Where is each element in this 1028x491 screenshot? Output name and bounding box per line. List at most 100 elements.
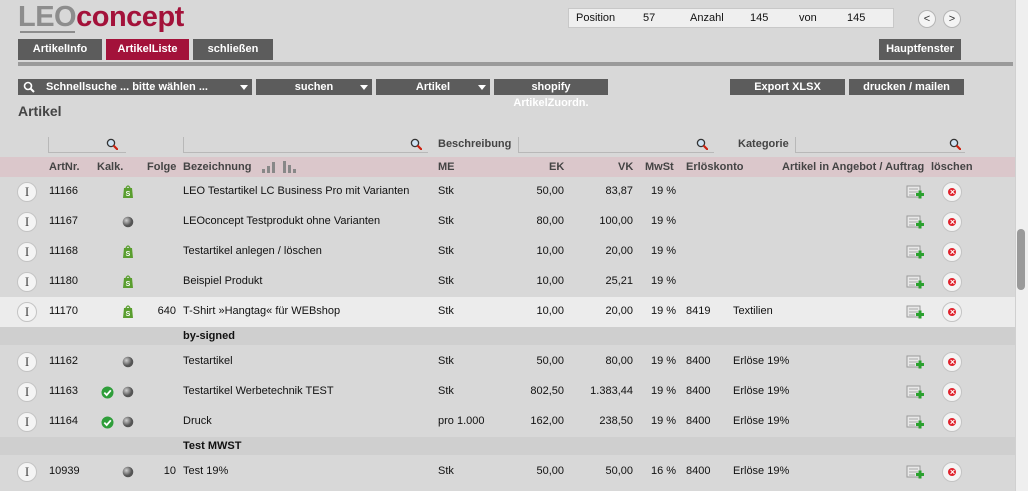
table-row[interactable]: I 11163 Testartikel Werbetechnik TEST Stk 80… (0, 377, 1015, 407)
filter-beschreibung-field[interactable] (518, 152, 714, 153)
col-vk[interactable]: VK (618, 161, 634, 173)
filter-artnr-field[interactable] (48, 152, 126, 153)
cell-me: Stk (438, 185, 454, 197)
cell-ek: 10,00 (536, 245, 564, 257)
col-mwst[interactable]: MwSt (645, 161, 674, 173)
col-artnr[interactable]: ArtNr. (49, 161, 80, 173)
table-header: ArtNr. Kalk. Folge Bezeichnung ME EK VK … (0, 157, 1015, 177)
filter-search-icon[interactable] (410, 138, 422, 150)
cell-kategorie: Erlöse 19% (733, 385, 790, 397)
add-to-offer-icon[interactable] (906, 184, 925, 200)
info-icon[interactable]: I (17, 272, 37, 292)
shopify-zuordnung-button[interactable]: shopify ArtikelZuordn. (494, 79, 608, 109)
svg-text:S: S (126, 251, 131, 258)
bar-chart-icon[interactable] (262, 161, 278, 173)
cell-artnr: 11162 (49, 355, 78, 367)
cell-erloeskonto: 8400 (686, 355, 711, 367)
info-icon[interactable]: I (17, 382, 37, 402)
tab-artikelinfo[interactable]: ArtikelInfo (18, 39, 102, 60)
cell-me: Stk (438, 305, 454, 317)
table-row[interactable]: I 11180 S Beispiel Produkt Stk 10,00 25,21 19 %… (0, 267, 1015, 297)
table-row[interactable]: I 10939 10 Test 19% Stk 50,00 50,00 16 % 8400 Erl… (0, 457, 1015, 487)
cell-erloeskonto: 8400 (686, 465, 711, 477)
svg-text:S: S (126, 191, 131, 198)
table-row[interactable]: I 11167 LEOconcept Testprodukt ohne Varian… (0, 207, 1015, 237)
add-to-offer-icon[interactable] (906, 414, 925, 430)
table-row[interactable]: I 11168 S Testartikel anlegen / löschen Stk 1… (0, 237, 1015, 267)
delete-icon[interactable]: × (942, 352, 962, 372)
cell-ek: 10,00 (536, 275, 564, 287)
info-icon[interactable]: I (17, 302, 37, 322)
quicksearch-select[interactable]: Schnellsuche ... bitte wählen ... (18, 79, 252, 95)
add-to-offer-icon[interactable] (906, 464, 925, 480)
cell-ek: 80,00 (536, 215, 564, 227)
export-xlsx-button[interactable]: Export XLSX (730, 79, 845, 95)
table-row[interactable]: I 11164 Druck pro 1.000 162,00 238,50 19 % 8400… (0, 407, 1015, 437)
delete-icon[interactable]: × (942, 462, 962, 482)
cell-mwst: 19 % (651, 185, 677, 197)
col-folge[interactable]: Folge (147, 161, 177, 173)
col-me[interactable]: ME (438, 161, 455, 173)
next-record-button[interactable]: > (943, 10, 961, 28)
shopify-icon: S (123, 245, 133, 258)
logo: LEOconcept (18, 1, 184, 33)
info-icon[interactable]: I (17, 412, 37, 432)
delete-icon[interactable]: × (942, 302, 962, 322)
add-to-offer-icon[interactable] (906, 384, 925, 400)
add-to-offer-icon[interactable] (906, 274, 925, 290)
col-angebot-auftrag[interactable]: Artikel in Angebot / Auftrag (782, 161, 925, 173)
svg-text:S: S (126, 281, 131, 288)
prev-record-button[interactable]: < (918, 10, 936, 28)
col-erloeskonto[interactable]: Erlöskonto (686, 161, 744, 173)
print-mail-button[interactable]: drucken / mailen (849, 79, 964, 95)
cell-ek: 10,00 (536, 305, 564, 317)
divider (795, 137, 796, 153)
divider (518, 137, 519, 153)
type-select[interactable]: Artikel (376, 79, 490, 95)
filter-search-icon[interactable] (106, 138, 118, 150)
hauptfenster-button[interactable]: Hauptfenster (879, 39, 961, 60)
cell-kategorie: Erlöse 19% (733, 465, 790, 477)
add-to-offer-icon[interactable] (906, 244, 925, 260)
table-row[interactable]: I 11170 S 640 T-Shirt »Hangtag« für WEBshop S… (0, 297, 1015, 327)
tab-artikelliste[interactable]: ArtikelListe (106, 39, 189, 60)
info-icon[interactable]: I (17, 242, 37, 262)
von-value: 145 (847, 12, 866, 24)
delete-icon[interactable]: × (942, 412, 962, 432)
filter-kategorie-field[interactable] (795, 152, 965, 153)
close-button[interactable]: schließen (193, 39, 273, 60)
status-dot-icon (122, 466, 134, 478)
cell-bezeichnung: Testartikel anlegen / löschen (183, 245, 322, 257)
info-icon[interactable]: I (17, 182, 37, 202)
delete-icon[interactable]: × (942, 212, 962, 232)
add-to-offer-icon[interactable] (906, 354, 925, 370)
cell-bezeichnung: Testartikel Werbetechnik TEST (183, 385, 334, 397)
col-bezeichnung[interactable]: Bezeichnung (183, 161, 252, 173)
filter-search-icon[interactable] (949, 138, 961, 150)
add-to-offer-icon[interactable] (906, 304, 925, 320)
info-icon[interactable]: I (17, 212, 37, 232)
cell-vk: 83,87 (605, 185, 633, 197)
delete-icon[interactable]: × (942, 182, 962, 202)
cell-ek: 50,00 (536, 185, 564, 197)
table-row[interactable]: I 11162 Testartikel Stk 50,00 80,00 19 % 8400 Er… (0, 347, 1015, 377)
cell-bezeichnung: LEOconcept Testprodukt ohne Varianten (183, 215, 381, 227)
col-loeschen[interactable]: löschen (931, 161, 973, 173)
cell-kategorie: Erlöse 19% (733, 355, 790, 367)
scrollbar-thumb[interactable] (1017, 229, 1025, 290)
search-select[interactable]: suchen (256, 79, 372, 95)
delete-icon[interactable]: × (942, 272, 962, 292)
filter-bezeichnung-field[interactable] (183, 152, 428, 153)
filter-search-icon[interactable] (696, 138, 708, 150)
bar-chart-desc-icon[interactable] (283, 161, 299, 173)
col-ek[interactable]: EK (549, 161, 565, 173)
col-kalk[interactable]: Kalk. (97, 161, 124, 173)
cell-vk: 80,00 (605, 355, 633, 367)
add-to-offer-icon[interactable] (906, 214, 925, 230)
delete-icon[interactable]: × (942, 382, 962, 402)
cell-artnr: 11168 (49, 245, 78, 257)
info-icon[interactable]: I (17, 462, 37, 482)
info-icon[interactable]: I (17, 352, 37, 372)
table-row[interactable]: I 11166 S LEO Testartikel LC Business Pro m… (0, 177, 1015, 207)
delete-icon[interactable]: × (942, 242, 962, 262)
